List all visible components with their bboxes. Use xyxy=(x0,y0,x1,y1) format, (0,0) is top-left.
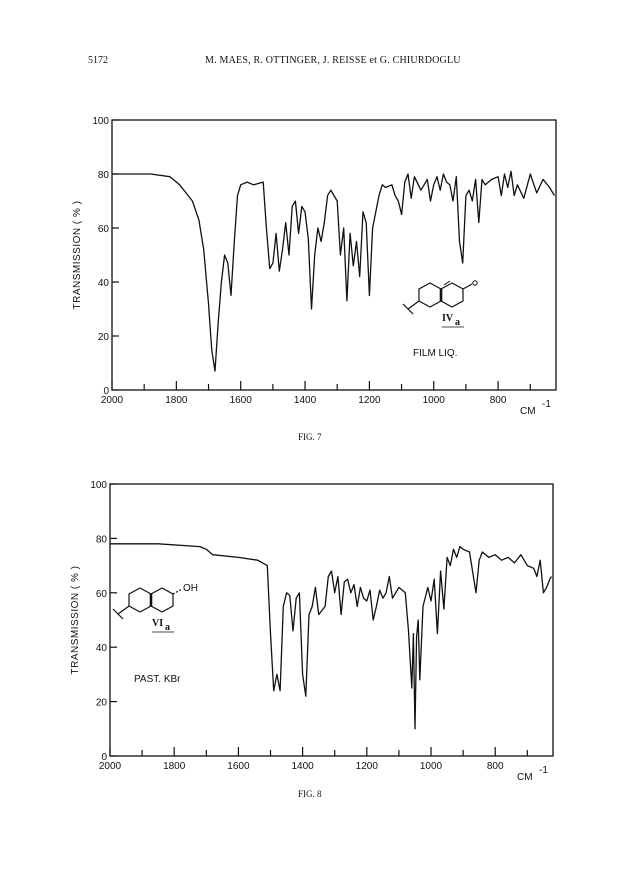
x-axis-unit-exponent: -1 xyxy=(542,399,551,410)
x-tick-label: 1200 xyxy=(358,395,381,406)
ir-spectrum-fig7: 2000 1800 1600 1400 1200 1000 800 0 20 40 60 80 100 T… xyxy=(72,116,557,417)
x-tick-label: 800 xyxy=(487,761,504,772)
y-tick-label: 40 xyxy=(98,278,110,289)
y-tick-label: 100 xyxy=(90,480,107,491)
compound-number: VI xyxy=(152,618,163,629)
sample-preparation-label: PAST. KBr xyxy=(134,674,181,685)
x-axis-unit-exponent: -1 xyxy=(539,765,548,776)
y-tick-label: 100 xyxy=(92,116,109,127)
x-tick-label: 1400 xyxy=(294,395,317,406)
tbutyl-bond xyxy=(117,605,130,615)
ring-bond xyxy=(418,282,442,308)
x-tick-label: 1800 xyxy=(163,761,186,772)
y-tick-label: 60 xyxy=(98,224,110,235)
carbonyl-oxygen xyxy=(472,280,478,286)
x-tick-label: 1600 xyxy=(227,761,250,772)
hydroxyl-label: OH xyxy=(183,583,198,594)
spectrum-line xyxy=(112,170,555,372)
y-axis-label: TRANSMISSION ( % ) xyxy=(72,200,83,309)
compound-number-subscript: a xyxy=(165,622,170,633)
x-axis-unit: CM xyxy=(520,406,536,417)
ring-bond xyxy=(128,587,152,613)
running-header-authors: M. MAES, R. OTTINGER, J. REISSE et G. CH… xyxy=(205,55,461,66)
ring-bond xyxy=(440,282,464,308)
plot-frame xyxy=(111,119,557,391)
x-axis-unit: CM xyxy=(517,772,533,783)
y-tick-label: 0 xyxy=(101,752,107,763)
x-tick-label: 2000 xyxy=(99,761,122,772)
molecule-structure: OH xyxy=(112,583,198,620)
x-tick-label: 1000 xyxy=(423,395,446,406)
x-tick-label: 800 xyxy=(490,395,507,406)
figure-caption-8: FIG. 8 xyxy=(298,789,322,799)
double-bond xyxy=(443,280,451,286)
x-tick-label: 1800 xyxy=(165,395,188,406)
y-tick-label: 80 xyxy=(98,170,110,181)
y-axis-label: TRANSMISSION ( % ) xyxy=(70,565,81,674)
x-tick-label: 1600 xyxy=(230,395,253,406)
figure-caption-7: FIG. 7 xyxy=(298,432,322,442)
sample-preparation-label: FILM LIQ. xyxy=(413,348,457,359)
molecule-structure xyxy=(402,280,478,315)
page-number: 5172 xyxy=(88,55,108,66)
x-tick-label: 2000 xyxy=(101,395,124,406)
ring-bond xyxy=(150,587,174,613)
y-tick-label: 40 xyxy=(96,643,108,654)
x-tick-label: 1000 xyxy=(420,761,443,772)
x-tick-label: 1400 xyxy=(291,761,314,772)
hydroxyl-bond xyxy=(172,588,183,595)
y-tick-label: 60 xyxy=(96,589,108,600)
tbutyl-branch xyxy=(112,608,124,620)
plot-frame xyxy=(109,483,554,757)
tbutyl-branch xyxy=(402,303,414,315)
carbonyl-bond xyxy=(462,283,473,290)
compound-number-subscript: a xyxy=(455,317,460,328)
x-tick-label: 1200 xyxy=(356,761,379,772)
spectrum-line xyxy=(110,543,552,730)
ir-spectrum-fig8: 2000 1800 1600 1400 1200 1000 800 0 20 40 60 80 100 T… xyxy=(70,480,554,783)
tbutyl-bond xyxy=(407,300,420,310)
y-tick-label: 20 xyxy=(98,332,110,343)
y-tick-label: 0 xyxy=(103,386,109,397)
compound-number: IV xyxy=(442,313,454,324)
y-tick-label: 80 xyxy=(96,534,108,545)
y-tick-label: 20 xyxy=(96,698,108,709)
